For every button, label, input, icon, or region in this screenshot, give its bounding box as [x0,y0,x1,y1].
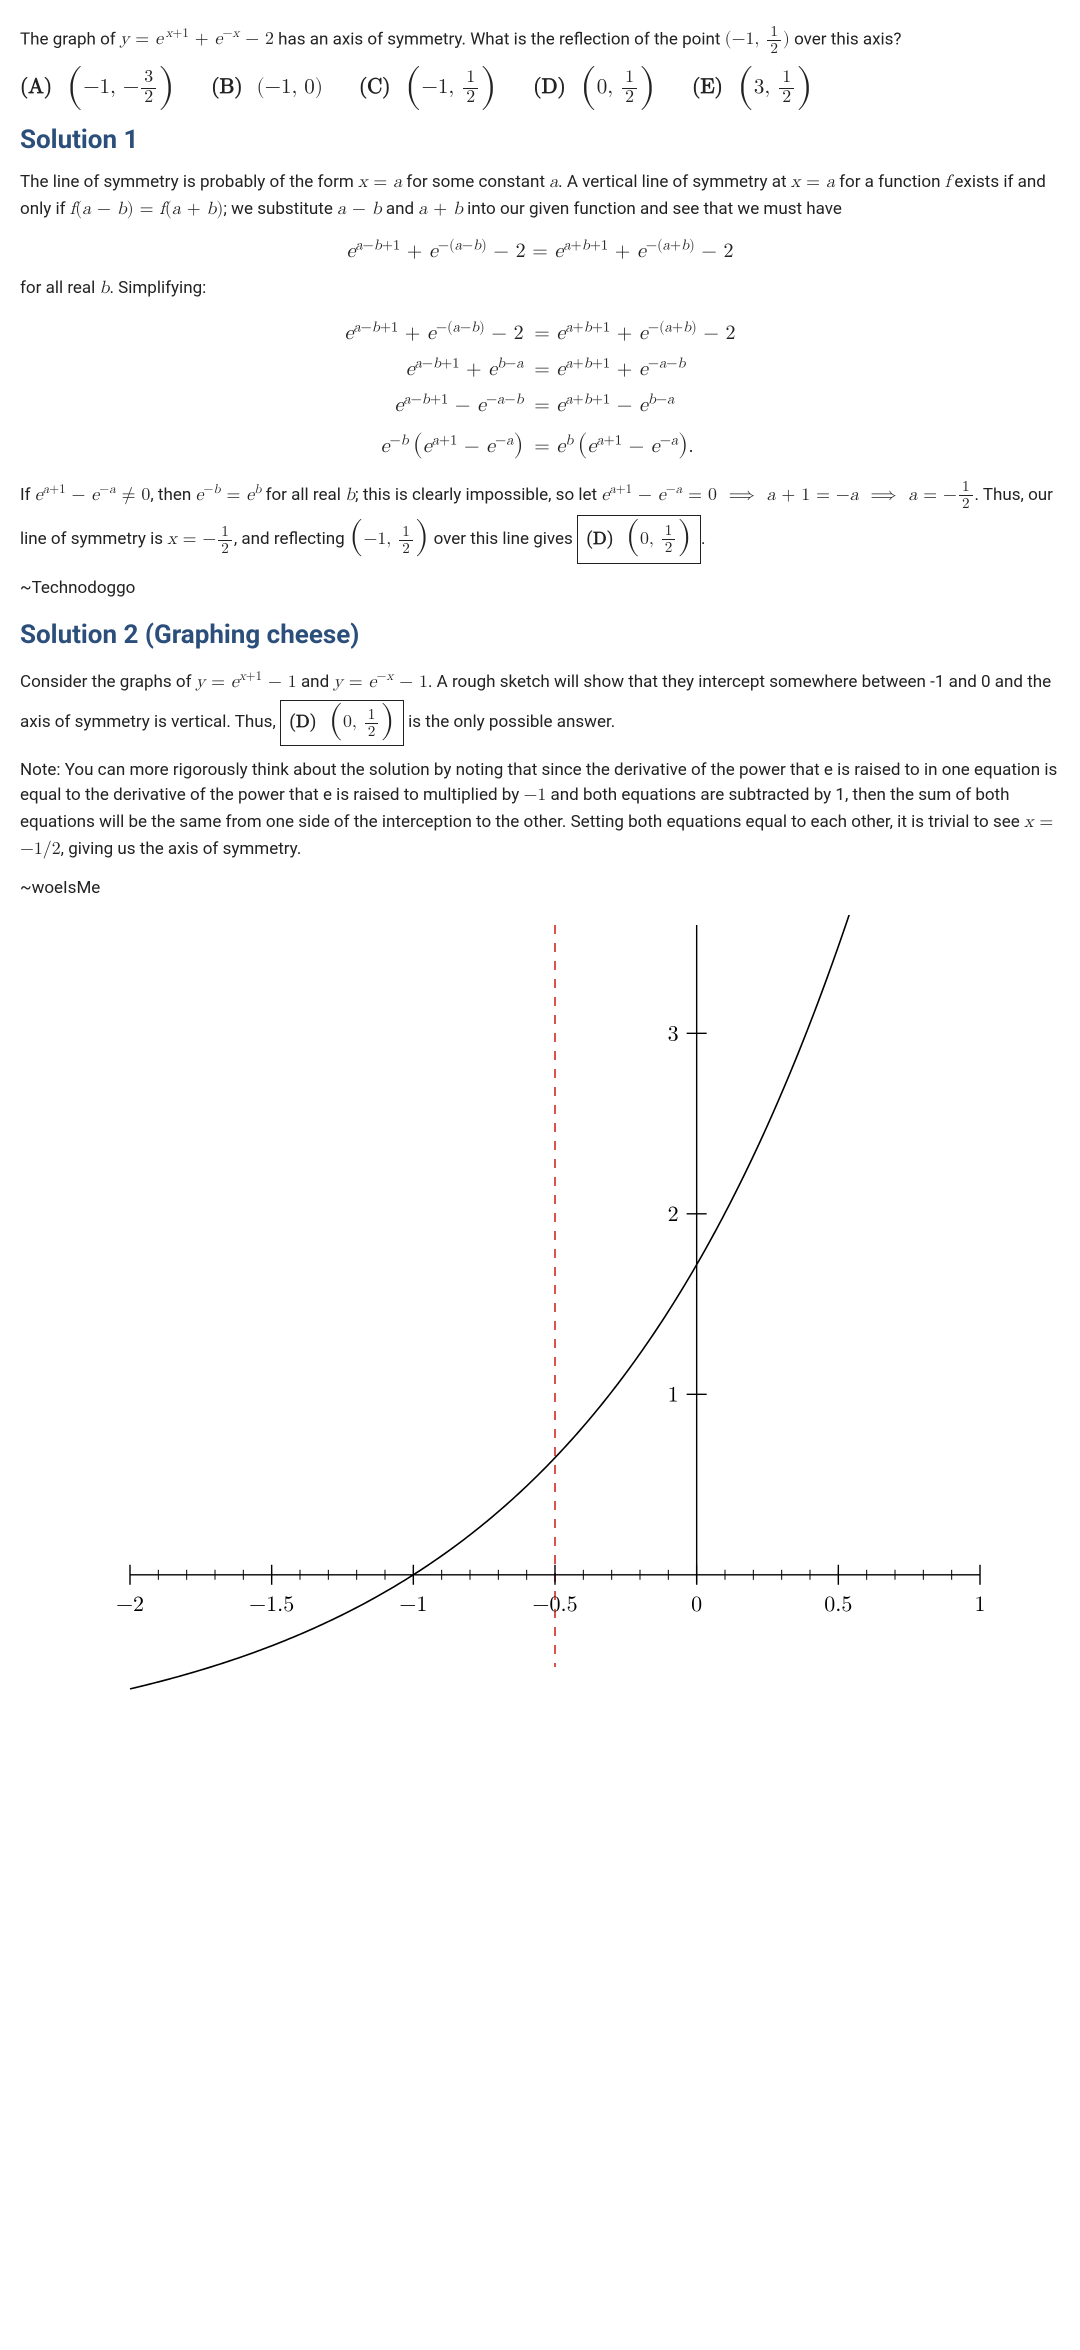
sol2-para1: Consider the graphs of y = ex+1 − 1 and … [20,665,1060,746]
sol1-para2: for all real b. Simplifying: [20,276,1060,303]
text: for all real [266,485,346,505]
choice-label: (E) [692,72,723,104]
math-fn: y = e x+1 + e−x − 2 [120,31,274,48]
text: ; this is clearly impossible, so let [355,485,601,505]
sol2-credit: ~woeIsMe [20,876,1060,902]
text: ; we substitute [223,199,337,219]
text: into our given function and see that we … [467,199,842,219]
svg-text:−0.5: −0.5 [532,1594,577,1616]
sol1-para1: The line of symmetry is probably of the … [20,170,1060,224]
text: , then [150,485,195,505]
svg-text:−1.5: −1.5 [249,1594,294,1616]
text: The graph of [20,29,120,49]
math-point: (−1, 12) [725,31,790,48]
math: f [945,174,950,191]
text: If [20,485,35,505]
math: x = −12 [167,531,234,548]
text: is the only possible answer. [408,712,615,732]
choice-C: (C) (−1, 12) [359,69,497,107]
text: has an axis of symmetry. What is the ref… [278,29,725,49]
svg-text:−2: −2 [116,1594,144,1616]
boxed-answer: (D) (0, 12) [280,700,404,746]
math: y = ex+1 − 1 [196,674,297,691]
choice-label: (D) [533,72,565,104]
boxed-answer: (D) (0, 12) [577,515,701,564]
math: e−b = eb [195,487,261,504]
problem-statement: The graph of y = e x+1 + e−x − 2 has an … [20,24,1060,57]
sol1-credit: ~Technodoggo [20,576,1060,602]
choice-label: (A) [20,72,52,104]
text: and [386,199,418,219]
choice-B: (B) (−1, 0) [211,72,323,104]
text: . Simplifying: [109,278,206,298]
text: and [301,672,333,692]
svg-text:3: 3 [668,1024,679,1046]
math: ea+1 − e−a = 0 ⟹ a + 1 = −a ⟹ a = −12 [601,487,974,504]
svg-text:0.5: 0.5 [824,1594,852,1616]
text: The line of symmetry is probably of the … [20,172,358,192]
answer-choices: (A) (−1, −32) (B) (−1, 0) (C) (−1, 12) (… [20,69,1060,107]
sol1-align: ea−b+1 + e−(a−b) − 2 = ea+b+1 + e−(a+b) … [342,315,737,468]
math: (−1, 12) [349,531,429,548]
math: b [100,280,110,297]
text: , and reflecting [234,529,349,549]
solution2-heading: Solution 2 (Graphing cheese) [20,616,1060,655]
text: Consider the graphs of [20,672,196,692]
text: for all real [20,278,100,298]
choice-E: (E) (3, 12) [692,69,813,107]
choice-label: (C) [359,72,391,104]
choice-label: (B) [211,72,242,104]
text: . [701,529,705,549]
text: for a function [839,172,945,192]
svg-text:−1: −1 [399,1594,427,1616]
math: x = a [358,174,402,191]
choice-D: (D) (0, 12) [533,69,656,107]
text: . A vertical line of symmetry at [558,172,791,192]
sol1-eq1: ea−b+1 + e−(a−b) − 2 = ea+b+1 + e−(a+b) … [20,236,1060,266]
math: ea+1 − e−a ≠ 0 [35,487,151,504]
math: f(a − b) = f(a + b) [70,201,224,218]
solution1-heading: Solution 1 [20,121,1060,160]
math: −1 [523,787,546,804]
math: y = e−x − 1 [333,674,428,691]
text: over this axis? [794,29,901,49]
sol2-note: Note: You can more rigorously think abou… [20,758,1060,864]
svg-text:1: 1 [974,1594,985,1616]
sol1-para3: If ea+1 − e−a ≠ 0, then e−b = eb for all… [20,476,1060,565]
text: , giving us the axis of symmetry. [61,839,302,859]
svg-text:2: 2 [668,1204,679,1226]
math: x = a [791,174,835,191]
svg-text:1: 1 [668,1385,679,1407]
text: for some constant [406,172,549,192]
math: a [549,174,558,191]
choice-A: (A) (−1, −32) [20,69,175,107]
math: a + b [418,201,463,218]
graph-svg: −2 −1.5 −1 −0.5 0 0.5 1 1 2 3 [70,915,1010,1695]
svg-text:0: 0 [691,1594,702,1616]
text: over this line gives [434,529,577,549]
math: b [345,487,355,504]
math: a − b [337,201,382,218]
